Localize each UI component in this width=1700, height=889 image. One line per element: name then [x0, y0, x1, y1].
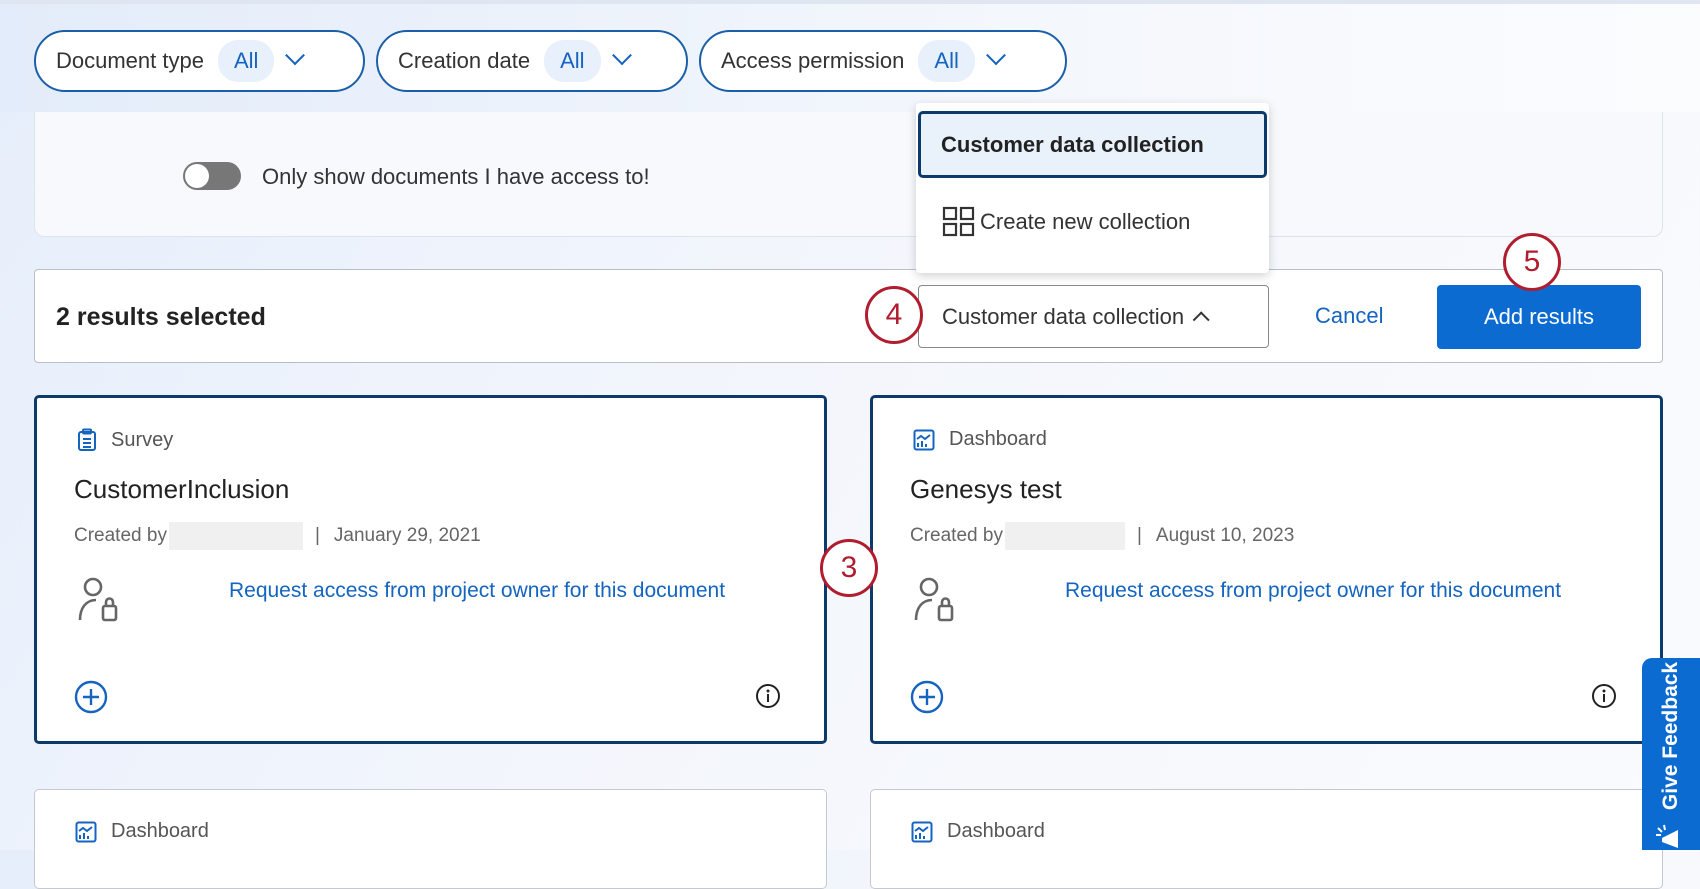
filter-value: All [918, 40, 975, 82]
toggle-label: Only show documents I have access to! [262, 164, 650, 189]
user-lock-icon [78, 577, 118, 622]
selected-count: 2 results selected [56, 303, 266, 331]
card-type-label: Dashboard [111, 820, 209, 842]
card-type: Dashboard [75, 820, 209, 843]
filter-label: Access permission [721, 48, 905, 73]
chevron-up-icon [1192, 310, 1210, 328]
filter-label: Document type [56, 48, 204, 73]
card-title[interactable]: CustomerInclusion [74, 474, 290, 504]
card-type: Dashboard [913, 428, 1047, 451]
collection-menu: Customer data collection Create new coll… [916, 103, 1269, 273]
meta-separator: | [314, 525, 320, 546]
redacted-author [1004, 522, 1125, 550]
card-date: January 29, 2021 [333, 525, 481, 546]
filter-access-permission[interactable]: Access permission All [699, 30, 1067, 92]
redacted-author [168, 522, 303, 550]
filter-panel: Only show documents I have access to! [34, 112, 1663, 237]
filter-creation-date[interactable]: Creation date All [376, 30, 688, 92]
created-by-label: Created by [910, 525, 1003, 546]
chevron-down-icon [285, 45, 306, 66]
user-lock-icon [914, 577, 954, 622]
result-card[interactable]: Dashboard [870, 789, 1663, 889]
menu-item-create-new-collection[interactable]: Create new collection [942, 206, 1190, 238]
selection-bar: 2 results selected Customer data collect… [34, 269, 1663, 363]
chevron-down-icon [611, 45, 632, 66]
filter-document-type[interactable]: Document type All [34, 30, 365, 92]
menu-item-label: Customer data collection [941, 131, 1204, 157]
info-icon[interactable] [1591, 683, 1617, 709]
menu-item-label: Create new collection [980, 209, 1191, 234]
filter-label: Creation date [398, 48, 531, 73]
dashboard-icon [75, 821, 97, 842]
chevron-down-icon [985, 45, 1006, 66]
card-type: Dashboard [911, 820, 1045, 843]
add-results-button[interactable]: Add results [1437, 285, 1641, 349]
top-divider [0, 0, 1700, 4]
step-badge-4: 4 [865, 286, 923, 344]
card-title[interactable]: Genesys test [910, 474, 1062, 504]
filter-value: All [544, 40, 601, 82]
request-access-link[interactable]: Request access from project owner for th… [228, 579, 726, 602]
dashboard-icon [911, 821, 933, 842]
filter-bar: Document type All Creation date All Acce… [0, 4, 1700, 112]
collection-select[interactable]: Customer data collection [918, 285, 1269, 348]
card-type-label: Survey [111, 428, 174, 451]
clipboard-icon [78, 428, 96, 451]
meta-separator: | [1136, 525, 1142, 546]
request-access-link[interactable]: Request access from project owner for th… [1064, 579, 1562, 602]
cancel-button[interactable]: Cancel [1315, 303, 1384, 328]
feedback-label: Give Feedback [1659, 661, 1682, 811]
step-badge-5: 5 [1503, 233, 1561, 291]
step-badge-3: 3 [820, 539, 878, 597]
grid-icon [942, 206, 975, 237]
card-type-label: Dashboard [947, 820, 1045, 842]
card-date: August 10, 2023 [1155, 525, 1295, 546]
collection-select-value: Customer data collection [942, 303, 1185, 329]
result-card[interactable]: Survey CustomerInclusion Created by | Janu… [34, 395, 827, 744]
add-icon[interactable] [910, 680, 944, 714]
info-icon[interactable] [755, 683, 781, 709]
add-icon[interactable] [74, 680, 108, 714]
card-meta: Created by | August 10, 2023 [910, 522, 1294, 550]
filter-value: All [217, 40, 275, 82]
card-type-label: Dashboard [949, 428, 1047, 450]
give-feedback-button[interactable]: Give Feedback [1642, 658, 1700, 850]
result-card[interactable]: Dashboard [34, 789, 827, 889]
card-meta: Created by | January 29, 2021 [74, 522, 481, 550]
card-type: Survey [77, 428, 173, 452]
menu-item-customer-data-collection[interactable]: Customer data collection [918, 111, 1267, 178]
result-card[interactable]: Dashboard Genesys test Created by | August… [870, 395, 1663, 744]
dashboard-icon [913, 429, 935, 450]
access-toggle[interactable] [183, 162, 241, 190]
megaphone-icon [1656, 824, 1678, 848]
created-by-label: Created by [74, 525, 167, 546]
